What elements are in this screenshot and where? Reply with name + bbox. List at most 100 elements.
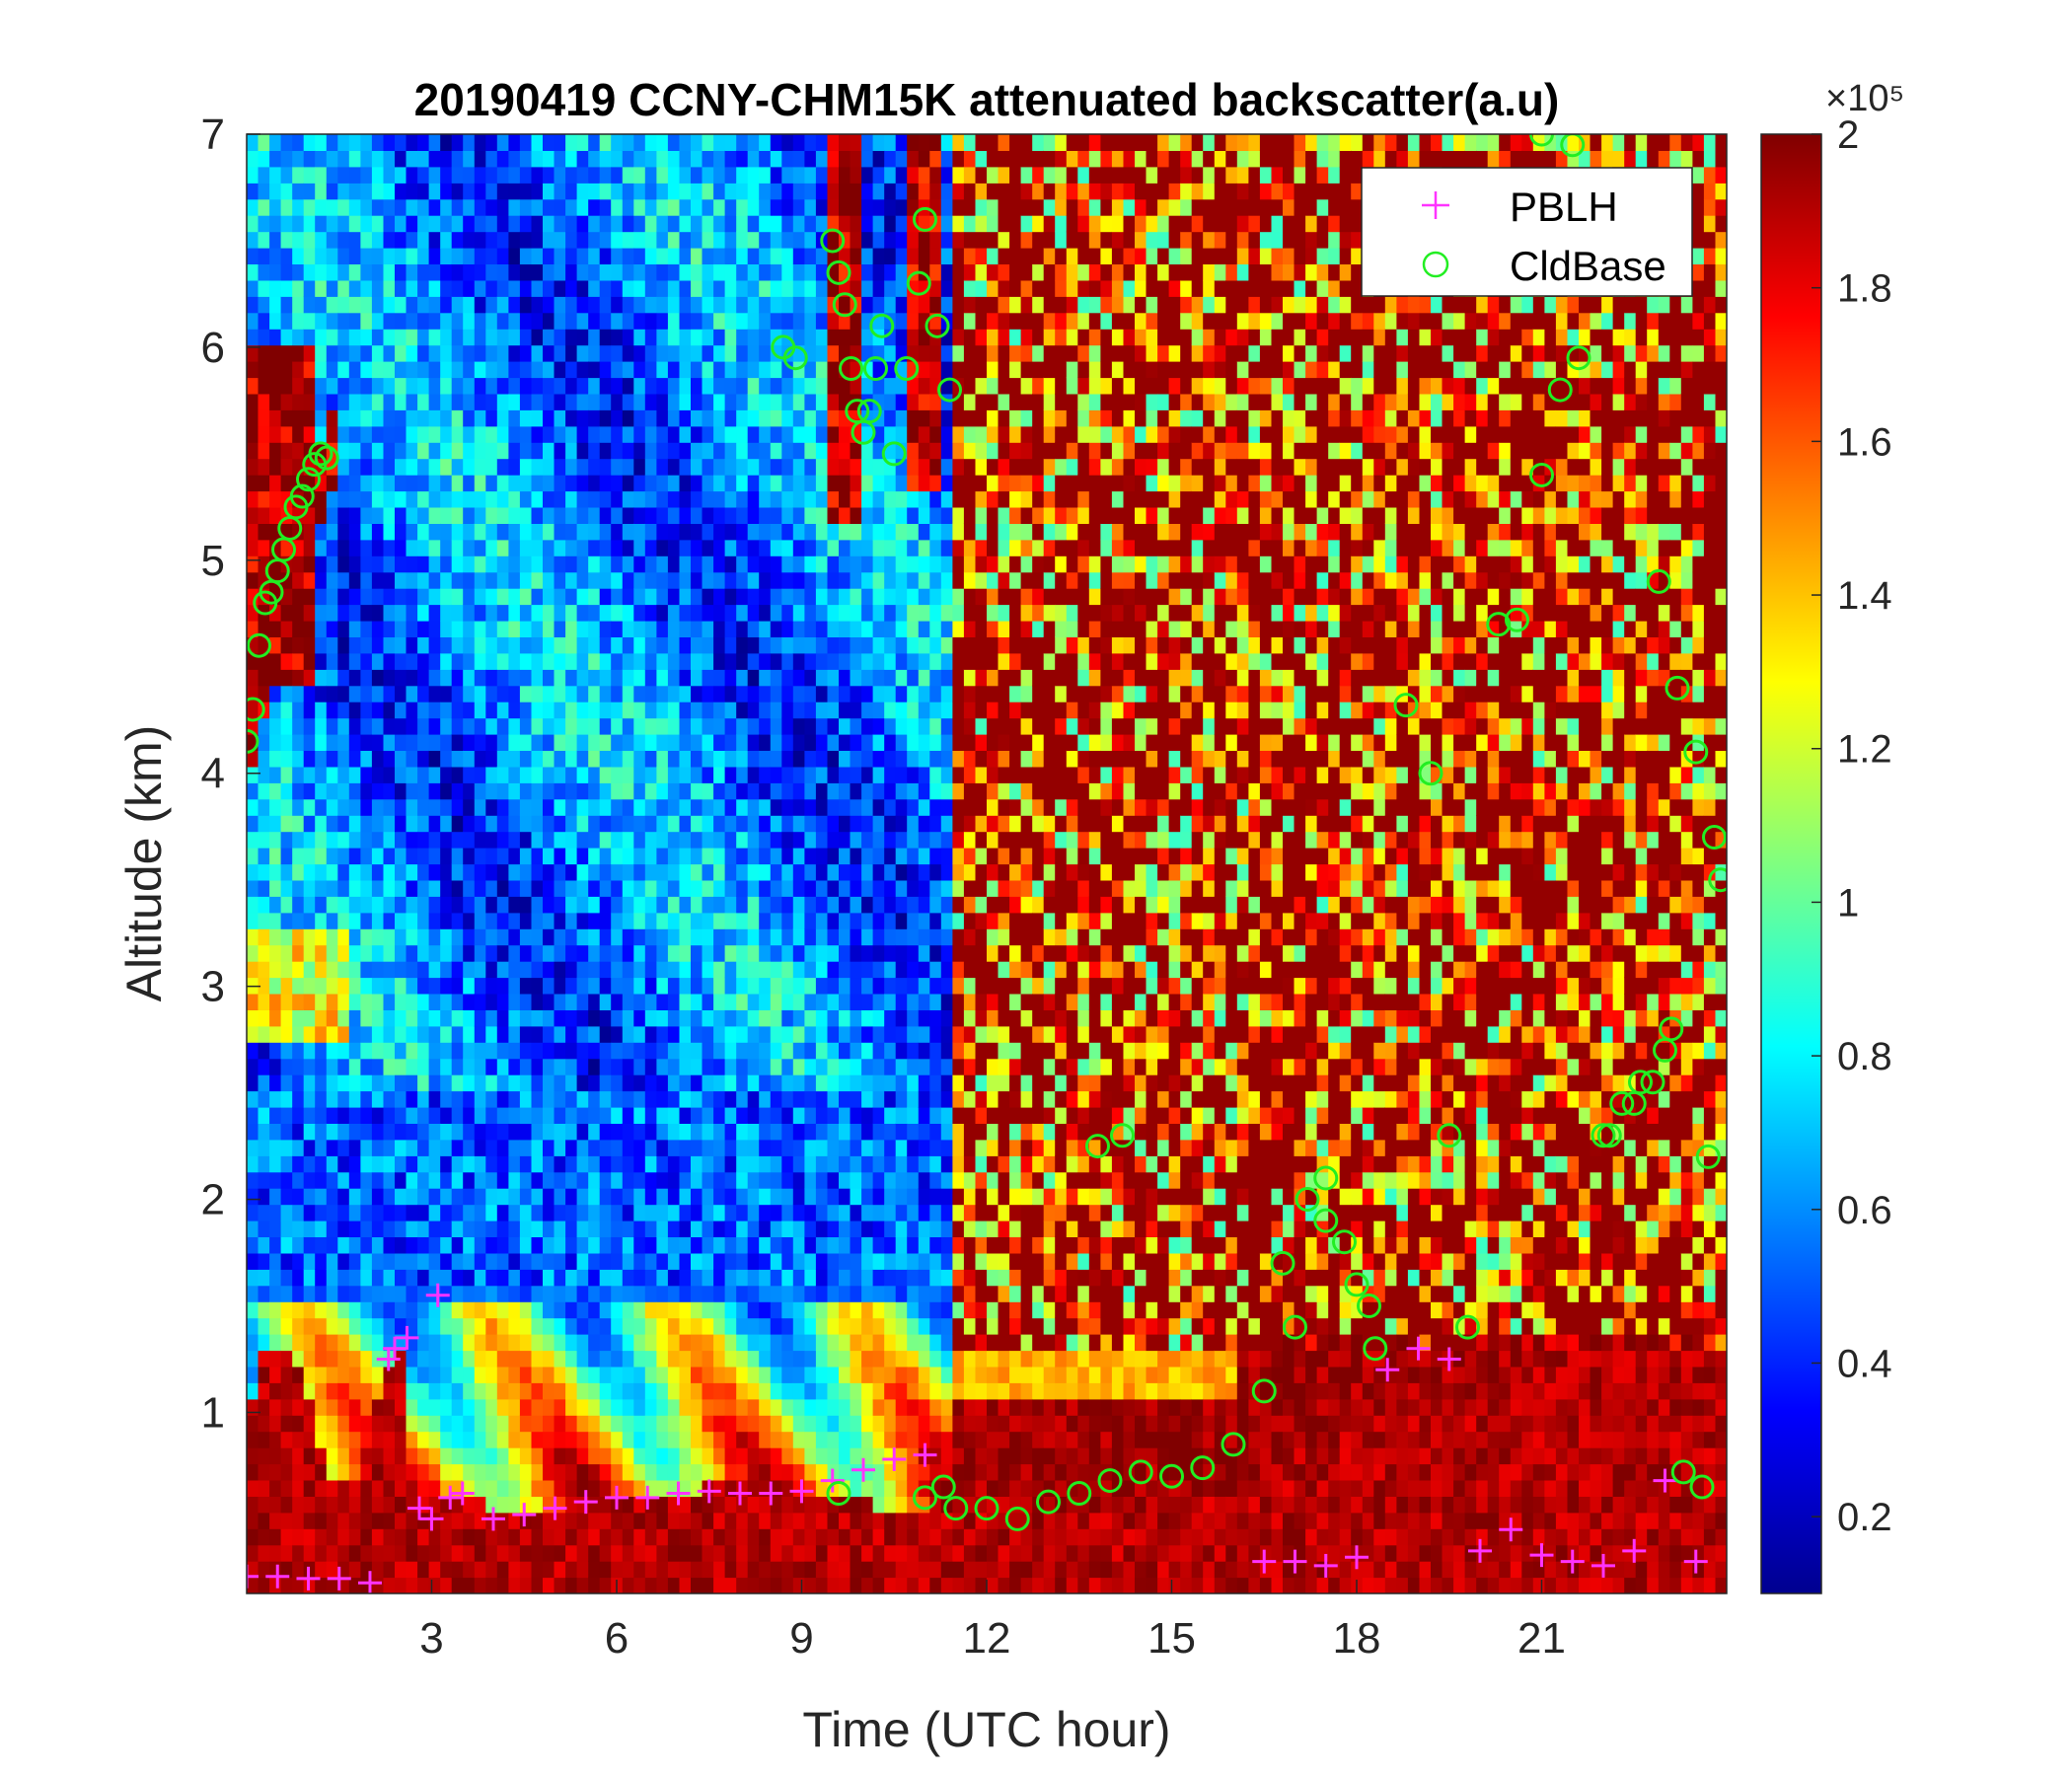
heatmap-cell [667, 1334, 680, 1352]
heatmap-cell [543, 879, 555, 897]
heatmap-cell [543, 669, 555, 687]
heatmap-cell [815, 361, 828, 379]
heatmap-cell [872, 1204, 885, 1221]
heatmap-cell [770, 248, 782, 264]
heatmap-cell [247, 928, 259, 946]
heatmap-cell [315, 604, 328, 622]
heatmap-cell [303, 215, 316, 233]
heatmap-cell [485, 1317, 498, 1335]
heatmap-cell [360, 717, 373, 735]
heatmap-cell [872, 1171, 885, 1189]
heatmap-cell [485, 1528, 498, 1546]
heatmap-cell [463, 734, 476, 751]
heatmap-cell [872, 1496, 885, 1514]
heatmap-cell [588, 1528, 601, 1546]
heatmap-cell [543, 815, 555, 833]
heatmap-cell [428, 1252, 441, 1270]
heatmap-cell [633, 263, 646, 281]
heatmap-cell [759, 717, 772, 735]
heatmap-cell [781, 1171, 794, 1189]
heatmap-cell [395, 1301, 407, 1319]
heatmap-cell [519, 1107, 532, 1124]
heatmap-cell [406, 1431, 418, 1448]
heatmap-cell [702, 928, 714, 946]
heatmap-cell [496, 1285, 509, 1302]
heatmap-cell [269, 1350, 282, 1368]
heatmap-cell [258, 1107, 270, 1124]
heatmap-cell [815, 1171, 828, 1189]
heatmap-cell [565, 1107, 578, 1124]
heatmap-cell [474, 523, 486, 541]
heatmap-cell [770, 279, 782, 297]
heatmap-cell [679, 815, 692, 833]
heatmap-cell [508, 766, 521, 783]
heatmap-cell [815, 717, 828, 735]
heatmap-cell [292, 134, 305, 151]
heatmap-cell [850, 1350, 862, 1368]
heatmap-cell [850, 150, 862, 168]
heatmap-cell [644, 409, 657, 427]
heatmap-cell [611, 1252, 624, 1270]
heatmap-cell [360, 555, 373, 573]
heatmap-cell [667, 863, 680, 881]
heatmap-cell [543, 977, 555, 995]
heatmap-cell [747, 377, 760, 395]
heatmap-cell [588, 263, 601, 281]
heatmap-cell [371, 571, 384, 589]
heatmap-cell [770, 734, 782, 751]
heatmap-cell [395, 815, 407, 833]
heatmap-cell [633, 134, 646, 151]
heatmap-cell [406, 798, 418, 816]
heatmap-cell [383, 702, 396, 719]
heatmap-cell [702, 409, 714, 427]
heatmap-cell [292, 652, 305, 670]
heatmap-cell [247, 490, 259, 508]
heatmap-cell [463, 507, 476, 524]
heatmap-cell [326, 361, 338, 379]
heatmap-cell [588, 896, 601, 914]
heatmap-cell [543, 1382, 555, 1400]
heatmap-cell [565, 312, 578, 330]
heatmap-cell [656, 1334, 669, 1352]
heatmap-cell [315, 425, 328, 443]
heatmap-cell [611, 1431, 624, 1448]
heatmap-cell [417, 1544, 430, 1562]
heatmap-cell [736, 863, 749, 881]
heatmap-cell [861, 831, 874, 849]
heatmap-cell [850, 312, 862, 330]
heatmap-cell [440, 183, 453, 200]
heatmap-cell [724, 263, 737, 281]
heatmap-cell [588, 1398, 601, 1416]
heatmap-cell [759, 166, 772, 184]
heatmap-cell [644, 588, 657, 606]
heatmap-cell [599, 912, 612, 929]
heatmap-cell [759, 831, 772, 849]
heatmap-cell [543, 1171, 555, 1189]
heatmap-cell [656, 1577, 669, 1593]
heatmap-cell [861, 231, 874, 249]
heatmap-cell [406, 1155, 418, 1173]
heatmap-cell [360, 1025, 373, 1043]
heatmap-cell [474, 1252, 486, 1270]
heatmap-cell [348, 231, 361, 249]
heatmap-cell [713, 1398, 726, 1416]
heatmap-cell [633, 815, 646, 833]
heatmap-cell [850, 588, 862, 606]
heatmap-cell [326, 329, 338, 346]
heatmap-cell [371, 150, 384, 168]
heatmap-cell [622, 539, 634, 556]
heatmap-cell [770, 1042, 782, 1060]
heatmap-cell [691, 1058, 703, 1075]
heatmap-cell [315, 1496, 328, 1514]
heatmap-cell [781, 1285, 794, 1302]
heatmap-cell [417, 1480, 430, 1497]
heatmap-cell [702, 1366, 714, 1383]
heatmap-cell [872, 1398, 885, 1416]
heatmap-cell [280, 312, 293, 330]
heatmap-cell [724, 425, 737, 443]
heatmap-cell [839, 588, 851, 606]
heatmap-cell [485, 1431, 498, 1448]
heatmap-cell [679, 1058, 692, 1075]
heatmap-cell [691, 1544, 703, 1562]
heatmap-cell [667, 329, 680, 346]
